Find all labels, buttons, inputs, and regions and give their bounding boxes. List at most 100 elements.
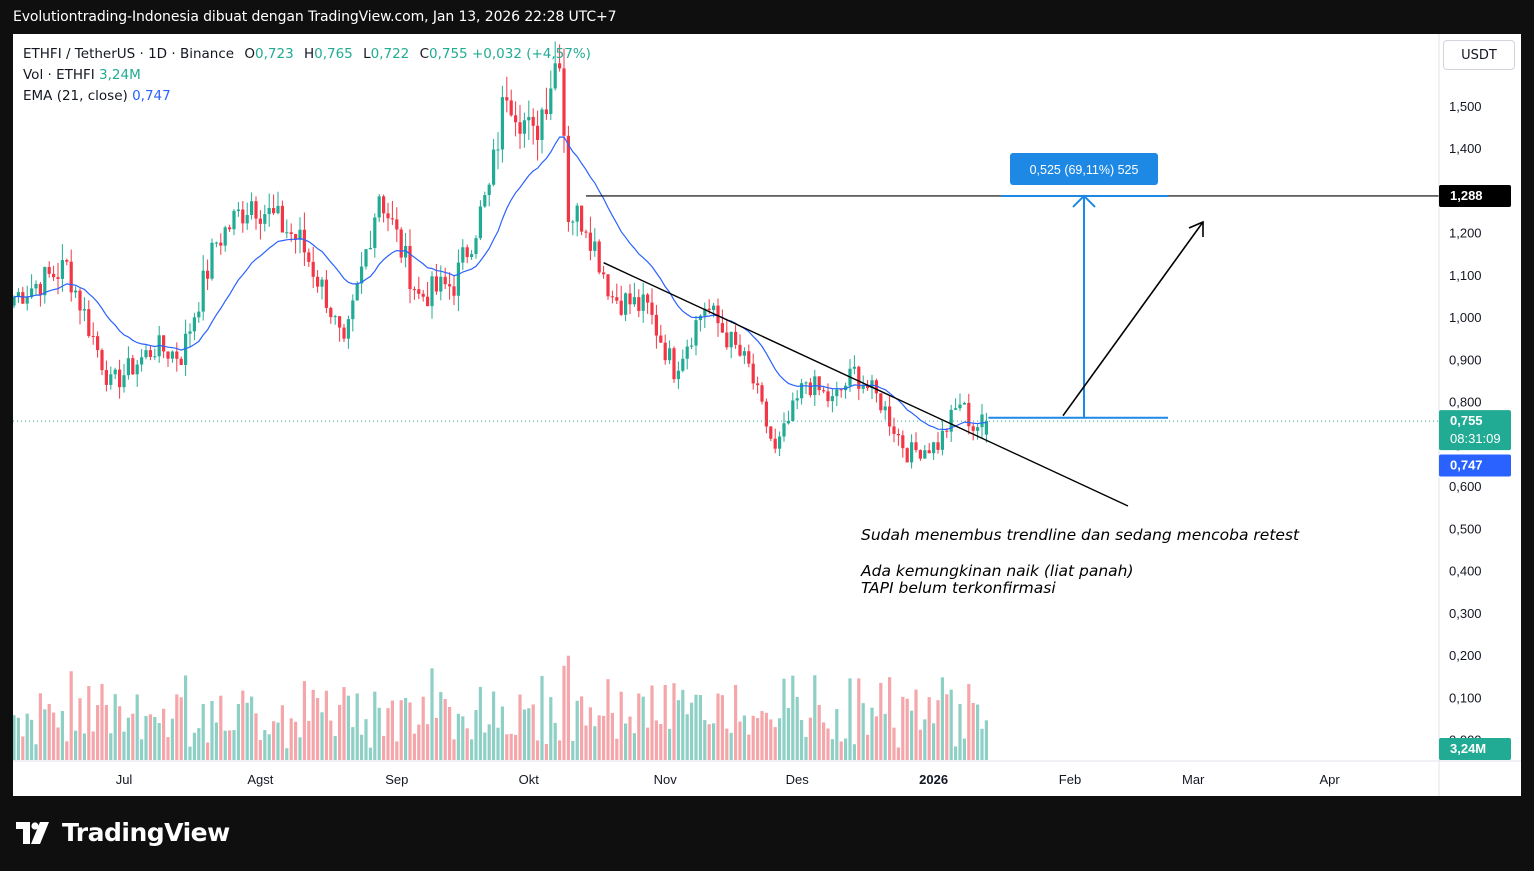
trendline [603, 262, 1129, 507]
tradingview-logo[interactable]: TradingView [16, 818, 230, 847]
candle-body [267, 208, 271, 215]
volume-bar [866, 734, 870, 760]
annotation-line-2[interactable]: Ada kemungkinan naik (liat panah) [861, 562, 1134, 580]
volume-bar [25, 713, 29, 760]
candle-body [30, 288, 34, 298]
candle-body [232, 211, 236, 230]
volume-bar [848, 678, 852, 760]
candle-body [329, 307, 333, 318]
candle-body [210, 242, 214, 279]
candle-body [531, 116, 535, 126]
volume-bar [650, 685, 654, 760]
volume-bar [364, 719, 368, 760]
candle-body [866, 385, 870, 389]
volume-bar [426, 724, 430, 760]
volume-bar [905, 698, 909, 760]
legend-volume-row: Vol · ETHFI 3,24M [23, 65, 591, 86]
volume-bar [808, 717, 812, 760]
ema-badge: 0,747 [1439, 454, 1511, 477]
volume-bar [940, 677, 944, 760]
candle-body [509, 100, 513, 116]
volume-bar [166, 737, 170, 760]
volume-bar [56, 727, 60, 760]
candle-body [544, 109, 548, 114]
candle-body [43, 267, 47, 296]
candle-body [324, 279, 328, 308]
volume-bar [254, 713, 258, 760]
volume-bar [672, 683, 676, 760]
time-tick-label: Jul [116, 772, 133, 787]
volume-bar [338, 704, 342, 760]
volume-bar [285, 748, 289, 760]
volume-bar [377, 707, 381, 760]
candle-body [148, 350, 152, 357]
volume-bar [386, 708, 390, 760]
price-chart[interactable]: 0,525 (69,11%) 525 1,5001,4001,3001,2001… [13, 34, 1521, 796]
volume-bar [258, 740, 262, 760]
candle-body [932, 442, 936, 454]
time-axis: Jul Agst Sep Okt Nov Des 2026 Feb Mar Apr [116, 772, 1341, 787]
volume-bar [430, 668, 434, 760]
measure-arrowhead [1072, 194, 1096, 208]
volume-bar [654, 720, 658, 760]
candle-body [522, 120, 526, 134]
volume-bar [223, 730, 227, 760]
price-tick-label: 0,500 [1449, 521, 1482, 536]
price-tick-label: 0,800 [1449, 395, 1482, 410]
volume-bar [910, 710, 914, 760]
candle-body [316, 276, 320, 287]
candle-body [439, 276, 443, 292]
volume-bar [861, 703, 865, 760]
time-tick-label: Nov [654, 772, 678, 787]
candle-body [720, 323, 724, 333]
currency-unit-button[interactable]: USDT [1443, 40, 1515, 70]
candle-body [82, 309, 86, 311]
volume-bar [619, 691, 623, 760]
candle-body [91, 335, 95, 337]
candle-body [302, 229, 306, 253]
candle-body [962, 402, 966, 405]
volume-bar [421, 696, 425, 760]
candle-body [641, 294, 645, 311]
candle-body [38, 283, 42, 296]
legend-ema-label[interactable]: EMA (21, close) [23, 88, 128, 104]
legend-ohlc-row: ETHFI / TetherUS · 1D · Binance O0,723 H… [23, 44, 591, 65]
candle-body [940, 430, 944, 450]
volume-bar [368, 747, 372, 760]
volume-bar [496, 727, 500, 760]
candle-body [923, 450, 927, 459]
chart-panel[interactable]: 0,525 (69,11%) 525 1,5001,4001,3001,2001… [13, 34, 1521, 796]
candle-body [34, 283, 38, 289]
volume-bar [307, 720, 311, 760]
candle-body [580, 205, 584, 232]
legend-volume-label[interactable]: Vol · ETHFI [23, 67, 95, 83]
volume-bar [324, 690, 328, 760]
candle-body [56, 277, 60, 279]
candle-body [901, 435, 905, 449]
volume-bar [822, 722, 826, 760]
volume-bar [333, 735, 337, 760]
candle-body [536, 125, 540, 140]
candle-body [553, 63, 557, 89]
candle-body [826, 391, 830, 402]
annotation-line-1[interactable]: Sudah menembus trendline dan sedang menc… [861, 526, 1300, 544]
candle-body [615, 297, 619, 301]
volume-bar [522, 709, 526, 760]
volume-bar [478, 686, 482, 760]
volume-bar [575, 700, 579, 760]
candle-body [285, 232, 289, 234]
volume-bar [804, 736, 808, 760]
volume-bar [346, 695, 350, 760]
volume-bar [60, 711, 64, 760]
volume-bar [188, 746, 192, 760]
volume-bars [13, 655, 988, 760]
candle-body [857, 366, 861, 389]
candle-body [751, 363, 755, 384]
volume-bar [197, 728, 201, 760]
price-tick-label: 0,300 [1449, 606, 1482, 621]
candle-body [500, 97, 504, 150]
candle-body [976, 427, 980, 431]
volume-bar [408, 702, 412, 760]
candle-body [426, 296, 430, 307]
annotation-line-3[interactable]: TAPI belum terkonfirmasi [861, 579, 1056, 597]
